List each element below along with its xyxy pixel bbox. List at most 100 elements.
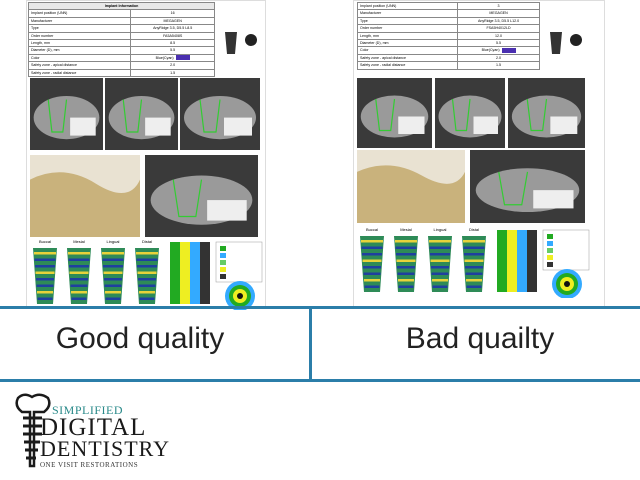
outline [451,98,471,132]
thread [431,272,449,275]
info-table: Implant position (UNN) 3 Manufacturer MEGAG… [356,1,540,70]
field-value: MEGAGEN [457,9,540,18]
field-label: Color [356,46,459,55]
thread [431,266,449,269]
legend-swatch [547,234,553,239]
implant-maps: Buccal Mesial Lingual Distal [360,227,590,298]
value-text: 2.0 [496,55,502,60]
value-text: 12.0 [495,33,503,38]
field-label: Safety zone - apical distance [27,61,132,70]
color-bar [527,230,537,292]
color-swatch [175,55,190,61]
thread [138,278,156,281]
tooth [207,200,247,221]
implant [462,236,486,292]
scan-image [435,78,505,148]
value-text: FSA5H4012LD [486,26,511,31]
field-label: Color [27,53,132,63]
table-title: Implant Information [28,1,215,11]
outline [47,99,68,133]
field-value: 2.0 [130,61,215,70]
thread [396,253,416,256]
row: Type AnyRidge 3.5, D5.5 L12.0 [356,16,540,26]
logo-line1: SIMPLIFIED [52,403,124,417]
field-label: Safety zone - radial distance [356,61,459,70]
thread [102,258,124,261]
caption-left: Good quality [55,322,225,355]
implant [135,248,159,304]
band-top [0,306,640,309]
thread [139,291,155,294]
thread [361,246,383,249]
field-value: 1.5 [457,61,540,70]
thread [432,285,448,288]
field-value: FA5A5408S [130,31,215,41]
thread [68,258,90,261]
logo-line2: DIGITAL [40,414,147,441]
value-text: MEGAGEN [489,11,508,16]
thread [430,253,450,256]
tooth [550,116,578,134]
legend-swatch [220,246,226,251]
legend-swatch [220,267,226,272]
implant-maps: Buccal Mesial Lingual Distal [33,239,263,310]
row: Safety zone - apical distance 2.0 [356,53,540,63]
row: Implant position (UNN) 3 [356,1,540,11]
implant-icon [225,32,257,54]
value-text: 5.5 [496,41,502,46]
value-text: 3 [497,4,500,8]
field-value: FSA5H4012LD [457,24,540,33]
info-table: Implant Information Implant position (UNN… [27,1,215,78]
view-label: Lingual [434,227,447,232]
thread [465,272,483,275]
implant [360,236,384,292]
row: Safety zone - apical distance 2.0 [27,61,215,70]
scan-image [30,78,103,150]
row: Safety zone - radial distance 1.5 [356,61,540,70]
thread [362,259,382,262]
field-value: 2.0 [457,53,540,63]
value-text: 1.5 [496,63,502,68]
thread [466,285,482,288]
field-label: Order number [356,24,459,33]
thread [397,266,415,269]
field-label: Order number [27,31,132,41]
value-text: 8.5 [170,41,176,46]
logo-icon [15,393,51,468]
scan-image [357,78,432,148]
thread [69,265,89,268]
color-bar [180,242,190,304]
thread [362,253,382,256]
value-text: AnyRidge 3.5, D5.5 L8.5 [153,26,193,31]
thread [364,285,380,288]
field-value: Blue(Cyan) [130,53,215,63]
scan-image [180,78,260,150]
field-label: Type [356,16,459,26]
row: Safety zone - radial distance 1.5 [27,68,215,78]
row: Order number FA5A5408S [27,31,215,41]
thread [105,291,121,294]
thread [34,252,56,255]
tooth [145,117,171,136]
legend-swatch [220,253,226,258]
implant-top [245,34,257,46]
thread [466,279,482,282]
logo-line3: DENTISTRY [40,436,170,461]
field-label: Length, mm [27,39,132,48]
thread [464,259,484,262]
outline [172,179,203,218]
thread [395,240,417,243]
color-bar [507,230,517,292]
color-swatch [501,47,516,53]
thread [36,278,54,281]
thread [37,297,53,300]
row: Color Blue(Cyan) [356,46,540,55]
implant-body [550,32,562,54]
view-label: Buccal [39,239,51,244]
implant [33,248,57,304]
thread [429,240,451,243]
value-text: 2.0 [170,63,176,68]
thread [463,246,485,249]
field-value: 5.5 [457,39,540,48]
